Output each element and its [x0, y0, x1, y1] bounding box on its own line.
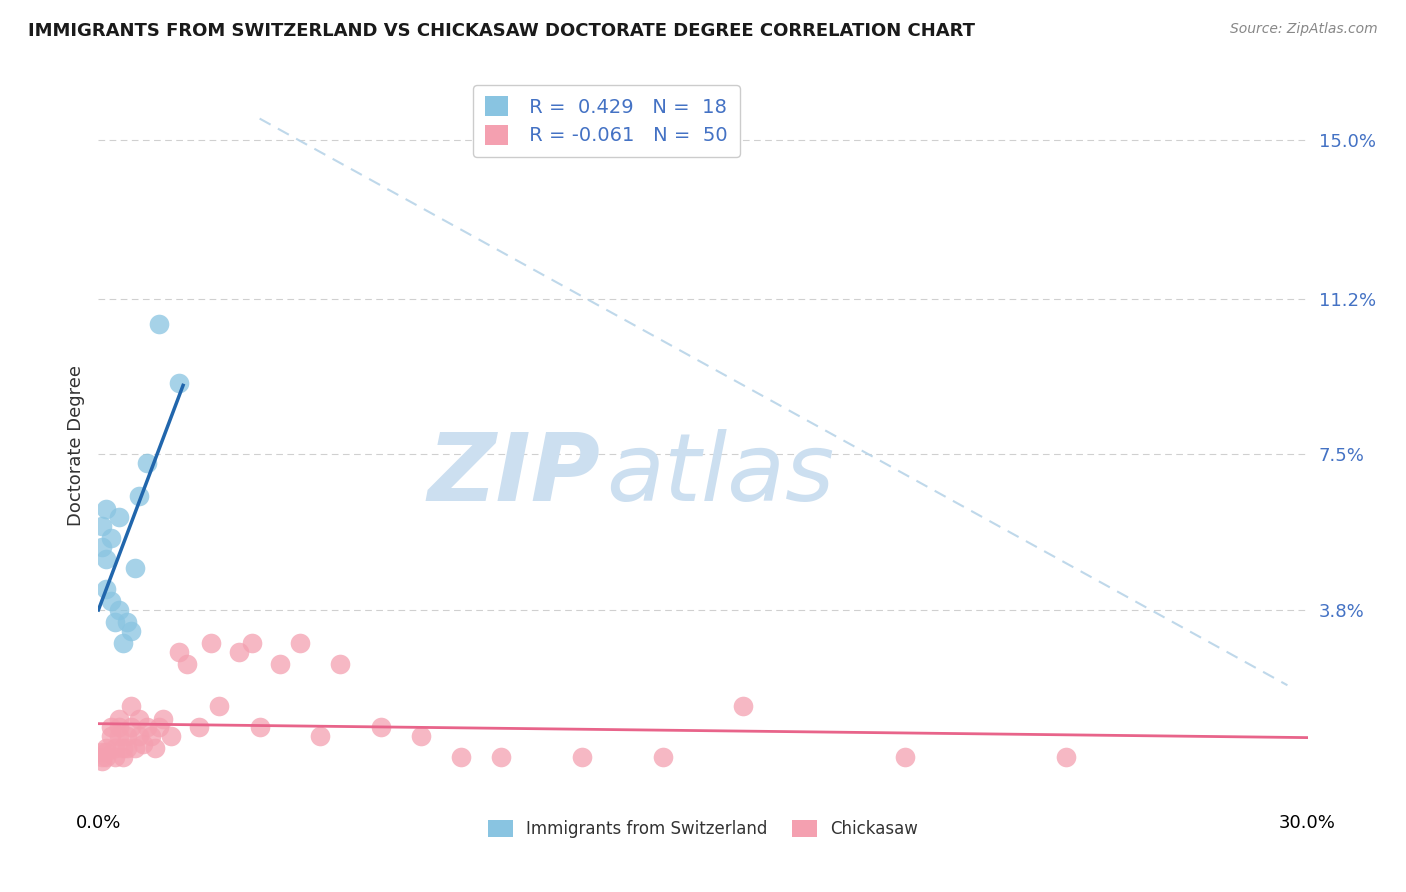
Point	[91, 754, 114, 768]
Point	[160, 729, 183, 743]
Point	[100, 720, 122, 734]
Point	[91, 540, 114, 554]
Text: Source: ZipAtlas.com: Source: ZipAtlas.com	[1230, 22, 1378, 37]
Point	[91, 749, 114, 764]
Point	[115, 615, 138, 630]
Point	[651, 749, 673, 764]
Point	[200, 636, 222, 650]
Point	[100, 729, 122, 743]
Point	[409, 729, 432, 743]
Point	[103, 615, 125, 630]
Point	[450, 749, 472, 764]
Point	[571, 749, 593, 764]
Y-axis label: Doctorate Degree: Doctorate Degree	[66, 366, 84, 526]
Point	[100, 532, 122, 546]
Point	[96, 502, 118, 516]
Point	[96, 749, 118, 764]
Point	[152, 712, 174, 726]
Point	[176, 657, 198, 672]
Point	[124, 560, 146, 574]
Point	[128, 729, 150, 743]
Point	[115, 729, 138, 743]
Point	[96, 552, 118, 566]
Point	[107, 712, 129, 726]
Point	[893, 749, 915, 764]
Point	[120, 699, 142, 714]
Point	[91, 518, 114, 533]
Point	[107, 729, 129, 743]
Point	[135, 720, 157, 734]
Point	[111, 636, 134, 650]
Text: atlas: atlas	[606, 429, 835, 520]
Legend: Immigrants from Switzerland, Chickasaw: Immigrants from Switzerland, Chickasaw	[481, 813, 925, 845]
Point	[188, 720, 211, 734]
Point	[733, 699, 755, 714]
Point	[107, 720, 129, 734]
Point	[135, 456, 157, 470]
Point	[111, 749, 134, 764]
Point	[132, 737, 155, 751]
Point	[208, 699, 231, 714]
Point	[96, 746, 118, 760]
Point	[329, 657, 352, 672]
Text: IMMIGRANTS FROM SWITZERLAND VS CHICKASAW DOCTORATE DEGREE CORRELATION CHART: IMMIGRANTS FROM SWITZERLAND VS CHICKASAW…	[28, 22, 976, 40]
Point	[288, 636, 311, 650]
Point	[103, 749, 125, 764]
Point	[107, 603, 129, 617]
Point	[115, 741, 138, 756]
Point	[120, 624, 142, 638]
Point	[107, 510, 129, 524]
Point	[148, 318, 170, 332]
Point	[128, 489, 150, 503]
Point	[228, 645, 250, 659]
Point	[139, 729, 162, 743]
Point	[128, 712, 150, 726]
Point	[143, 741, 166, 756]
Point	[491, 749, 513, 764]
Point	[103, 741, 125, 756]
Point	[240, 636, 263, 650]
Point	[120, 720, 142, 734]
Point	[100, 594, 122, 608]
Point	[167, 645, 190, 659]
Point	[269, 657, 291, 672]
Point	[111, 741, 134, 756]
Text: ZIP: ZIP	[427, 428, 600, 521]
Point	[96, 741, 118, 756]
Point	[249, 720, 271, 734]
Point	[370, 720, 392, 734]
Point	[96, 582, 118, 596]
Point	[167, 376, 190, 390]
Point	[309, 729, 332, 743]
Point	[1054, 749, 1077, 764]
Point	[124, 741, 146, 756]
Point	[148, 720, 170, 734]
Point	[91, 746, 114, 760]
